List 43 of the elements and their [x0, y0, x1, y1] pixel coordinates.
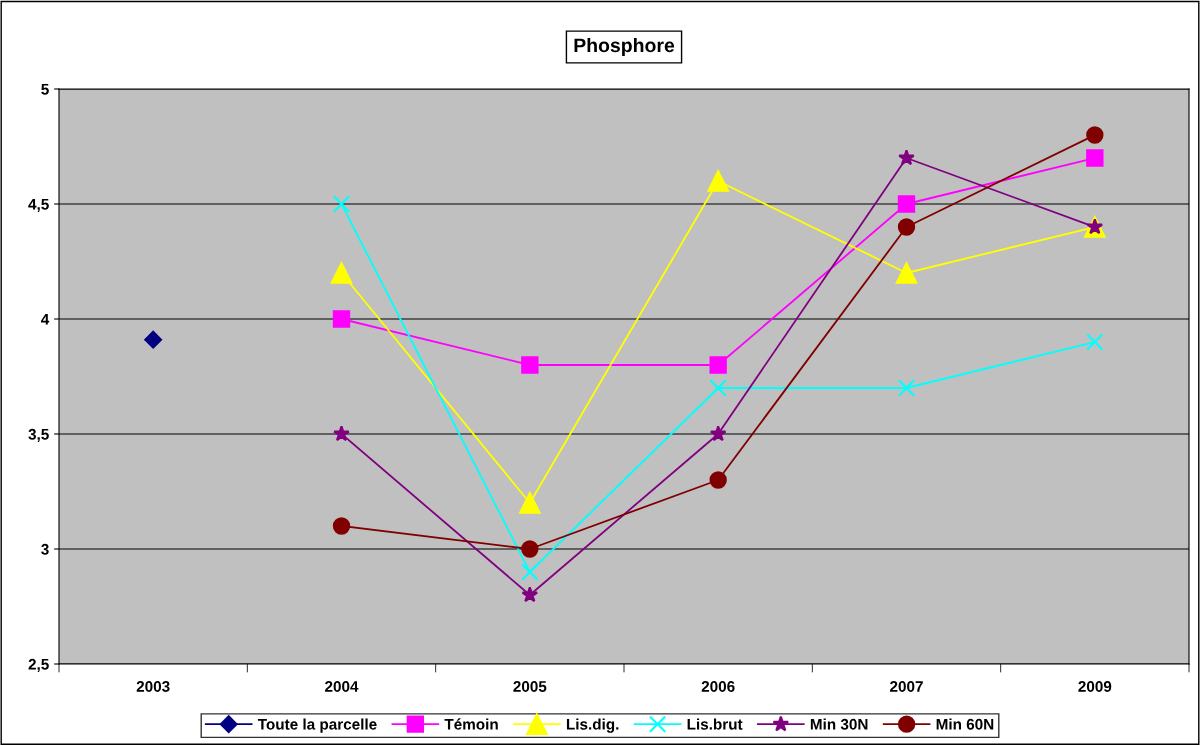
point: [332, 517, 351, 535]
point: [144, 330, 163, 349]
point: [709, 379, 727, 397]
legend-label: Lis.brut: [687, 718, 743, 730]
x-tick-label: 2004: [325, 681, 359, 692]
point: [333, 425, 350, 442]
point: [709, 425, 727, 442]
legend-label: Toute la parcelle: [257, 718, 377, 733]
legend-label: Min 60N: [936, 718, 994, 730]
x-tick-label: 2005: [513, 681, 547, 692]
point: [897, 195, 916, 213]
legend-label: Lis.dig.: [566, 718, 619, 733]
point: [707, 170, 729, 192]
point: [521, 540, 539, 558]
point: [1086, 149, 1104, 167]
y-tick-label: 3: [41, 543, 49, 555]
point: [897, 218, 916, 236]
point: [897, 379, 916, 397]
point: [895, 262, 918, 284]
x-tick-label: 2006: [701, 681, 735, 692]
chart-title: Phosphore: [574, 37, 675, 57]
y-tick-label: 2,5: [28, 658, 49, 672]
legend-label: Min 30N: [810, 718, 868, 730]
x-tick-label: 2003: [136, 681, 170, 692]
y-tick-label: 5: [41, 84, 49, 95]
point: [898, 149, 915, 166]
point: [709, 471, 727, 489]
point: [332, 310, 351, 328]
y-tick-label: 4,5: [28, 199, 49, 212]
point: [521, 586, 539, 603]
point: [332, 195, 351, 213]
x-tick-label: 2009: [1078, 681, 1112, 692]
x-tick-label: 2007: [890, 681, 923, 692]
point: [519, 492, 541, 514]
point: [1086, 333, 1104, 351]
point: [1086, 126, 1104, 144]
point: [521, 356, 539, 374]
y-tick-label: 3,5: [28, 428, 49, 442]
point: [521, 563, 539, 581]
point: [709, 356, 727, 374]
point: [330, 262, 353, 284]
legend-label: Témoin: [444, 718, 498, 730]
y-tick-label: 4: [41, 314, 50, 325]
